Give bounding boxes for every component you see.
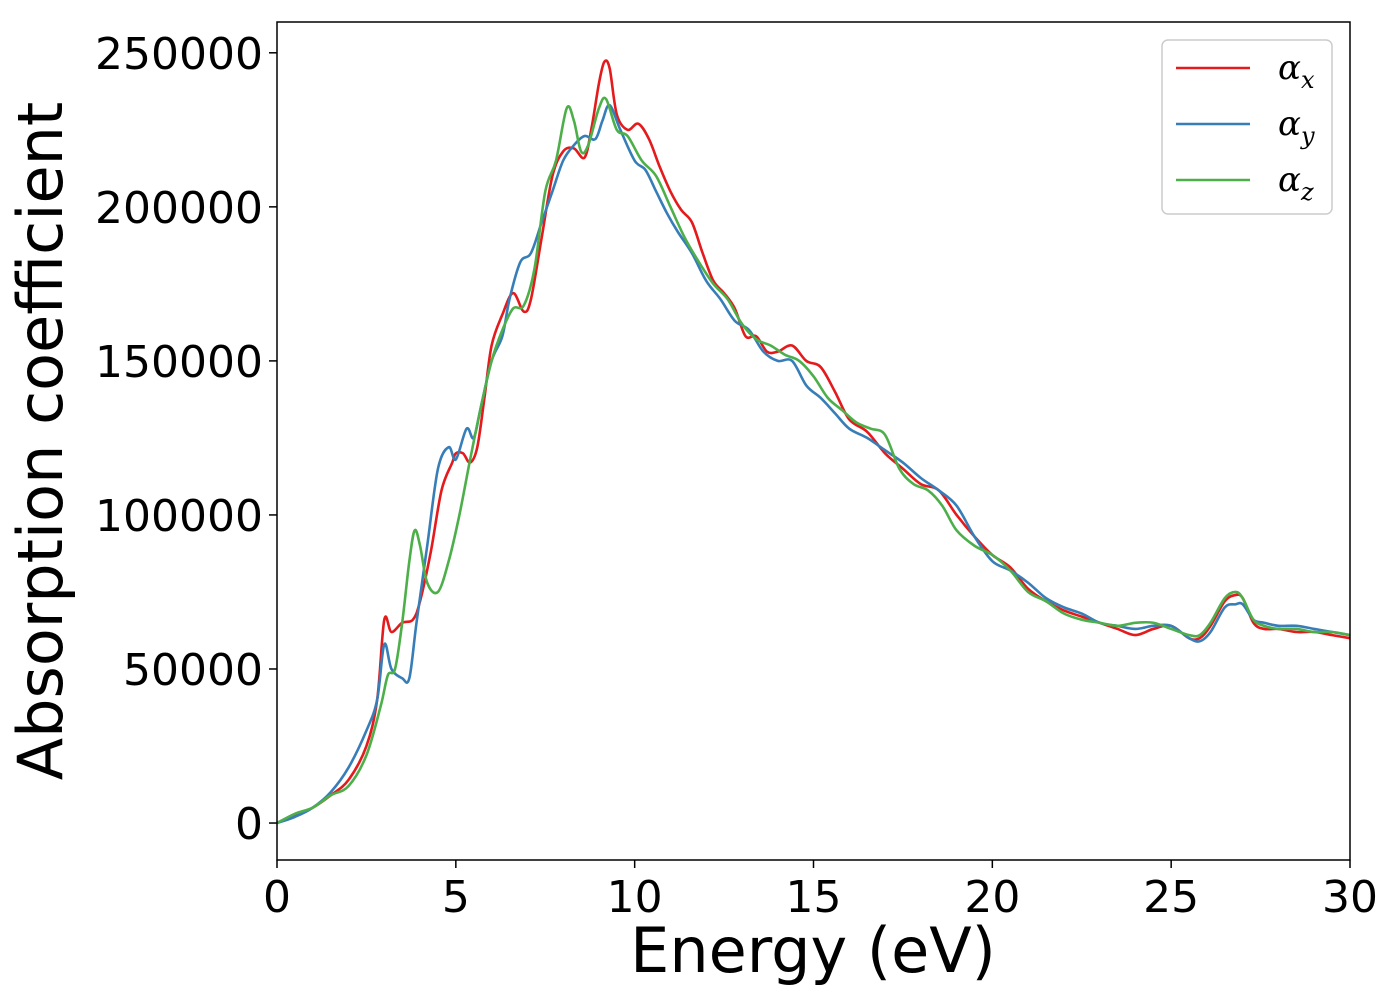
y-tick-label: 200000 [95, 183, 263, 234]
series-line-z [277, 96, 1350, 825]
x-tick-label: 10 [607, 872, 663, 923]
series-line-x [277, 59, 1350, 825]
y-axis: 0 50000 100000 150000 200000 250000 [95, 29, 277, 850]
y-tick-label: 100000 [95, 491, 263, 542]
series-line-y [277, 103, 1350, 825]
y-tick-label: 150000 [95, 337, 263, 388]
y-tick-label: 250000 [95, 29, 263, 80]
x-tick-label: 15 [786, 872, 842, 923]
legend-label-y: αy [1278, 104, 1315, 150]
x-tick-label: 20 [964, 872, 1020, 923]
x-tick-label: 5 [442, 872, 470, 923]
y-tick-label: 50000 [123, 645, 263, 696]
x-axis-label: Energy (eV) [630, 914, 996, 987]
x-tick-label: 30 [1322, 872, 1378, 923]
x-tick-label: 0 [263, 872, 291, 923]
x-tick-label: 25 [1143, 872, 1199, 923]
series-layer [277, 59, 1350, 825]
y-axis-label: Absorption coefficient [4, 102, 77, 781]
x-axis: 0 5 10 15 20 25 30 [263, 860, 1378, 923]
legend-label-z: αz [1278, 160, 1314, 206]
y-tick-label: 0 [235, 799, 263, 850]
legend-box [1161, 39, 1333, 215]
